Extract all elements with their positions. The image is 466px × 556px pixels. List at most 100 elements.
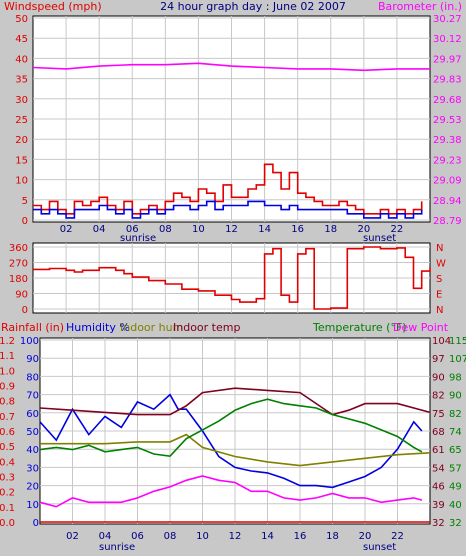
y-tick-label: 32	[449, 518, 462, 529]
y-tick-label: 70	[26, 391, 39, 402]
y-tick-label: 104	[432, 336, 451, 347]
y-tick-label: 0.5	[0, 442, 15, 453]
y-tick-label: 100	[20, 336, 39, 347]
y-tick-label: N	[436, 243, 443, 254]
y-tick-label: 61	[432, 445, 445, 456]
top-grid	[33, 16, 430, 222]
y-tick-label: 97	[432, 354, 445, 365]
x-tick-label: 14	[261, 531, 274, 542]
x-tick-label: 18	[326, 531, 339, 542]
y-tick-label: 360	[9, 243, 28, 254]
y-tick-label: 107	[449, 354, 466, 365]
y-tick-label: 1.1	[0, 351, 15, 362]
sunrise-label-top: sunrise	[120, 233, 156, 244]
chart-title: 24 hour graph day : June 02 2007	[160, 0, 346, 13]
series-line	[32, 62, 430, 72]
barometer-axis-title: Barometer (in.)	[378, 0, 462, 13]
y-tick-label: N	[436, 305, 443, 316]
y-tick-label: 74	[449, 427, 462, 438]
top-y-right-ticks: 30.27 30.12 29.97 29.83 29.68 29.53 29.38 29.23…	[433, 14, 462, 227]
y-tick-label: 0.6	[0, 427, 15, 438]
mid-y-left-ticks: 360 270 180 90 0	[9, 243, 28, 316]
y-tick-label: 20	[26, 482, 39, 493]
y-tick-label: 29.83	[433, 75, 462, 86]
y-tick-label: 98	[449, 372, 462, 383]
y-tick-label: 1.0	[0, 366, 15, 377]
mid-series	[33, 246, 431, 310]
y-tick-label: S	[436, 274, 442, 285]
y-tick-label: 0.3	[0, 473, 15, 484]
series-line	[39, 475, 423, 508]
bottom-series	[39, 387, 431, 523]
y-tick-label: 68	[432, 427, 445, 438]
y-tick-label: 82	[449, 409, 462, 420]
y-tick-label: 40	[15, 54, 28, 65]
y-tick-label: 50	[15, 14, 28, 25]
y-tick-label: 270	[9, 259, 28, 270]
x-tick-label: 12	[225, 224, 238, 235]
x-tick-label: 22	[391, 224, 404, 235]
x-tick-label: 04	[93, 224, 106, 235]
y-tick-label: 40	[26, 445, 39, 456]
y-tick-label: 115	[449, 336, 466, 347]
y-tick-label: 30.27	[433, 14, 462, 25]
x-tick-label: 02	[66, 531, 79, 542]
y-tick-label: 180	[9, 274, 28, 285]
y-tick-label: 80	[26, 372, 39, 383]
y-tick-label: 45	[15, 34, 28, 45]
series-line	[33, 246, 431, 310]
x-tick-label: 02	[60, 224, 73, 235]
y-tick-label: 10	[26, 500, 39, 511]
y-tick-label: 29.97	[433, 54, 462, 65]
x-tick-label: 22	[391, 531, 404, 542]
x-tick-label: 16	[291, 224, 304, 235]
y-tick-label: 60	[26, 409, 39, 420]
sunset-label-top: sunset	[363, 233, 396, 244]
y-tick-label: 46	[432, 482, 445, 493]
y-tick-label: 30	[15, 95, 28, 106]
series-line	[39, 387, 431, 416]
y-tick-label: 29.68	[433, 95, 462, 106]
x-tick-label: 12	[229, 531, 242, 542]
temperature-axis-title: Temperature (°F)	[312, 321, 407, 334]
y-tick-label: 0	[33, 518, 39, 529]
y-tick-label: E	[436, 290, 442, 301]
x-tick-label: 08	[164, 531, 177, 542]
indoor-temp-legend: Indoor temp	[173, 321, 240, 334]
y-tick-label: 75	[432, 409, 445, 420]
y-tick-label: 90	[449, 391, 462, 402]
bottom-x-ticks: 02 04 06 08 10 12 14 16 18 20 22	[66, 531, 404, 542]
temperature-right-ticks: 115 107 98 90 82 74 65 57 49 40 32	[449, 336, 466, 529]
y-tick-label: 10	[15, 176, 28, 187]
x-tick-label: 04	[99, 531, 112, 542]
sunset-label-bottom: sunset	[363, 542, 396, 553]
x-tick-label: 14	[258, 224, 271, 235]
x-tick-label: 08	[159, 224, 172, 235]
y-tick-label: 0.8	[0, 397, 15, 408]
y-tick-label: 0.1	[0, 503, 15, 514]
y-tick-label: W	[436, 259, 446, 270]
y-tick-label: 40	[449, 500, 462, 511]
y-tick-label: 0	[22, 305, 28, 316]
y-tick-label: 0	[22, 216, 28, 227]
humidity-axis-title: Humidity %	[66, 321, 130, 334]
x-tick-label: 20	[359, 531, 372, 542]
y-tick-label: 65	[449, 445, 462, 456]
y-tick-label: 54	[432, 463, 445, 474]
y-tick-label: 32	[432, 518, 445, 529]
y-tick-label: 35	[15, 75, 28, 86]
y-tick-label: 30	[26, 463, 39, 474]
y-tick-label: 49	[449, 482, 462, 493]
y-tick-label: 20	[15, 135, 28, 146]
y-tick-label: 29.38	[433, 135, 462, 146]
rainfall-ticks: 1.2 1.1 1.0 0.9 0.8 0.7 0.6 0.5 0.4 0.3 0.2 0.1 0.0	[0, 336, 15, 529]
sunrise-label-bottom: sunrise	[99, 542, 135, 553]
series-line	[33, 163, 423, 215]
dew-point-legend: Dew Point	[393, 321, 449, 334]
y-tick-label: 5	[22, 196, 28, 207]
x-tick-label: 10	[192, 224, 205, 235]
y-tick-label: 90	[15, 290, 28, 301]
rainfall-axis-title: Rainfall (in)	[1, 321, 64, 334]
y-tick-label: 29.09	[433, 176, 462, 187]
